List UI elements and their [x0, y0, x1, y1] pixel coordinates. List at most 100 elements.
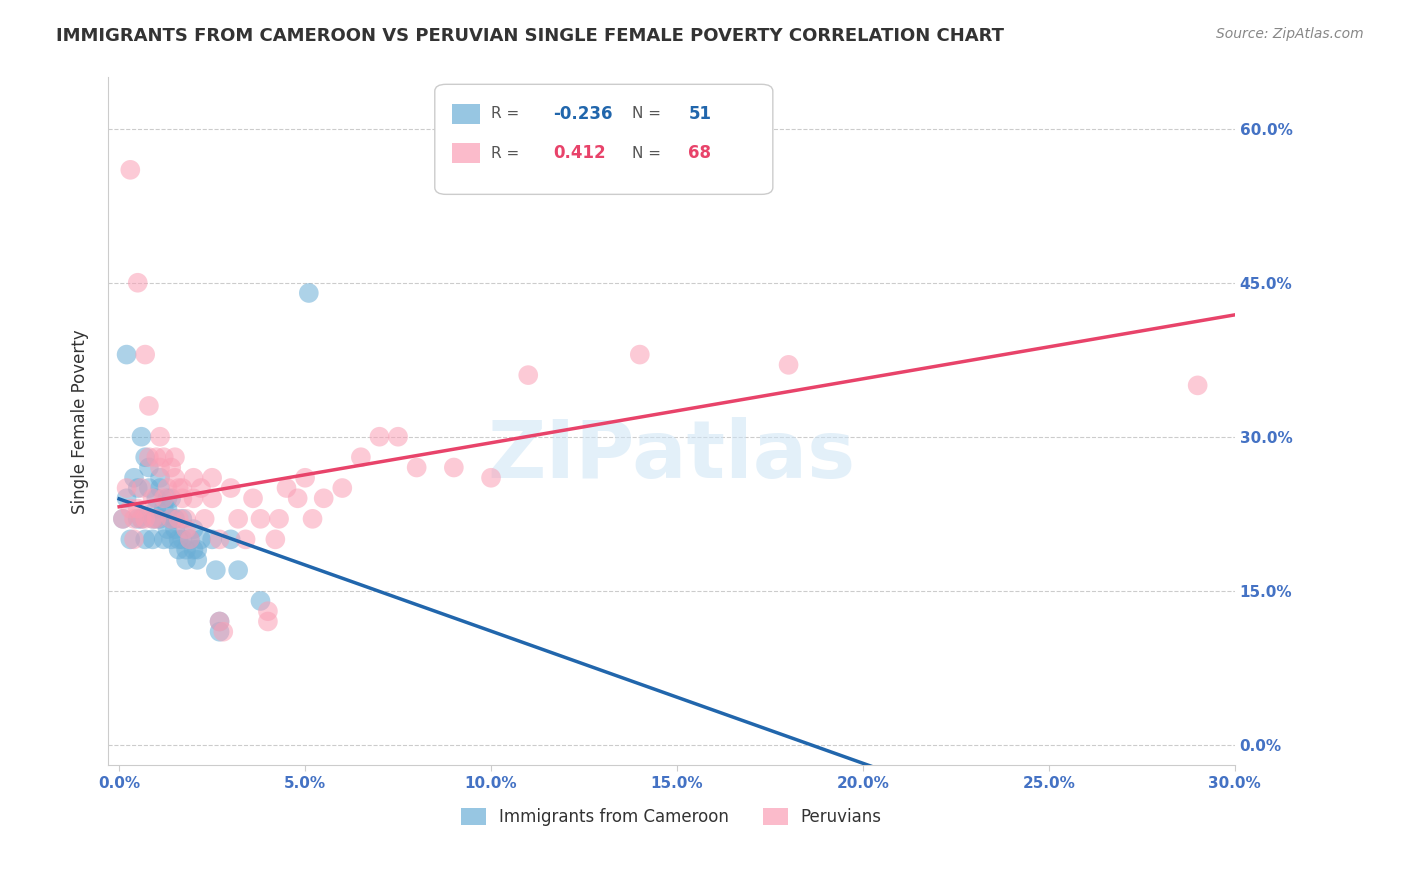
- Legend: Immigrants from Cameroon, Peruvians: Immigrants from Cameroon, Peruvians: [454, 801, 889, 832]
- Point: [163, 450, 186, 465]
- Point: [131, 512, 153, 526]
- Point: [122, 471, 145, 485]
- Point: [120, 533, 142, 547]
- Point: [183, 542, 205, 557]
- Point: [257, 615, 280, 629]
- Point: [131, 430, 153, 444]
- Point: [172, 481, 194, 495]
- Point: [145, 501, 167, 516]
- Point: [174, 542, 197, 557]
- Text: 68: 68: [689, 145, 711, 162]
- Point: [163, 522, 186, 536]
- Point: [167, 533, 190, 547]
- Text: N =: N =: [631, 145, 661, 161]
- Point: [778, 358, 800, 372]
- Point: [163, 512, 186, 526]
- Text: 0.412: 0.412: [553, 145, 606, 162]
- Point: [115, 491, 138, 506]
- Point: [145, 491, 167, 506]
- Point: [387, 430, 409, 444]
- Point: [149, 481, 172, 495]
- Point: [183, 471, 205, 485]
- Point: [172, 533, 194, 547]
- Bar: [451, 143, 479, 163]
- Point: [174, 553, 197, 567]
- Point: [115, 348, 138, 362]
- Point: [149, 460, 172, 475]
- Point: [179, 533, 201, 547]
- Point: [194, 512, 217, 526]
- Point: [160, 491, 183, 506]
- Point: [134, 450, 156, 465]
- Text: 51: 51: [689, 105, 711, 123]
- Point: [138, 460, 160, 475]
- Point: [242, 491, 264, 506]
- Point: [152, 533, 174, 547]
- Point: [127, 276, 149, 290]
- Point: [131, 512, 153, 526]
- Point: [156, 481, 179, 495]
- Point: [190, 481, 212, 495]
- Text: -0.236: -0.236: [553, 105, 613, 123]
- Point: [186, 542, 208, 557]
- Point: [160, 512, 183, 526]
- Point: [163, 471, 186, 485]
- Point: [479, 471, 502, 485]
- Point: [127, 481, 149, 495]
- Point: [179, 533, 201, 547]
- Point: [174, 512, 197, 526]
- Point: [628, 348, 651, 362]
- Point: [257, 604, 280, 618]
- Point: [120, 162, 142, 177]
- Point: [330, 481, 353, 495]
- Point: [219, 533, 242, 547]
- Point: [156, 491, 179, 506]
- Point: [298, 285, 321, 300]
- Point: [142, 512, 165, 526]
- Point: [183, 491, 205, 506]
- Point: [276, 481, 298, 495]
- Point: [174, 522, 197, 536]
- Point: [122, 512, 145, 526]
- Point: [149, 512, 172, 526]
- Point: [172, 491, 194, 506]
- Point: [156, 501, 179, 516]
- Point: [111, 512, 134, 526]
- Point: [160, 460, 183, 475]
- Point: [152, 491, 174, 506]
- Bar: [451, 103, 479, 124]
- Point: [111, 512, 134, 526]
- Point: [167, 481, 190, 495]
- Point: [122, 533, 145, 547]
- Point: [172, 512, 194, 526]
- Point: [267, 512, 290, 526]
- Point: [312, 491, 335, 506]
- Point: [120, 501, 142, 516]
- Point: [127, 512, 149, 526]
- Point: [145, 512, 167, 526]
- Point: [249, 512, 271, 526]
- Point: [149, 471, 172, 485]
- Point: [1187, 378, 1209, 392]
- Point: [152, 450, 174, 465]
- Point: [152, 501, 174, 516]
- Point: [208, 533, 231, 547]
- Point: [405, 460, 427, 475]
- Point: [127, 501, 149, 516]
- Text: N =: N =: [631, 106, 661, 121]
- Point: [205, 563, 228, 577]
- Point: [226, 563, 249, 577]
- Point: [145, 450, 167, 465]
- Point: [167, 512, 190, 526]
- Point: [235, 533, 257, 547]
- Point: [145, 512, 167, 526]
- Point: [208, 624, 231, 639]
- Point: [138, 450, 160, 465]
- Point: [517, 368, 540, 383]
- Text: ZIPatlas: ZIPatlas: [488, 417, 855, 495]
- Y-axis label: Single Female Poverty: Single Female Poverty: [72, 329, 89, 514]
- Point: [368, 430, 391, 444]
- FancyBboxPatch shape: [434, 85, 773, 194]
- Point: [249, 594, 271, 608]
- Point: [138, 481, 160, 495]
